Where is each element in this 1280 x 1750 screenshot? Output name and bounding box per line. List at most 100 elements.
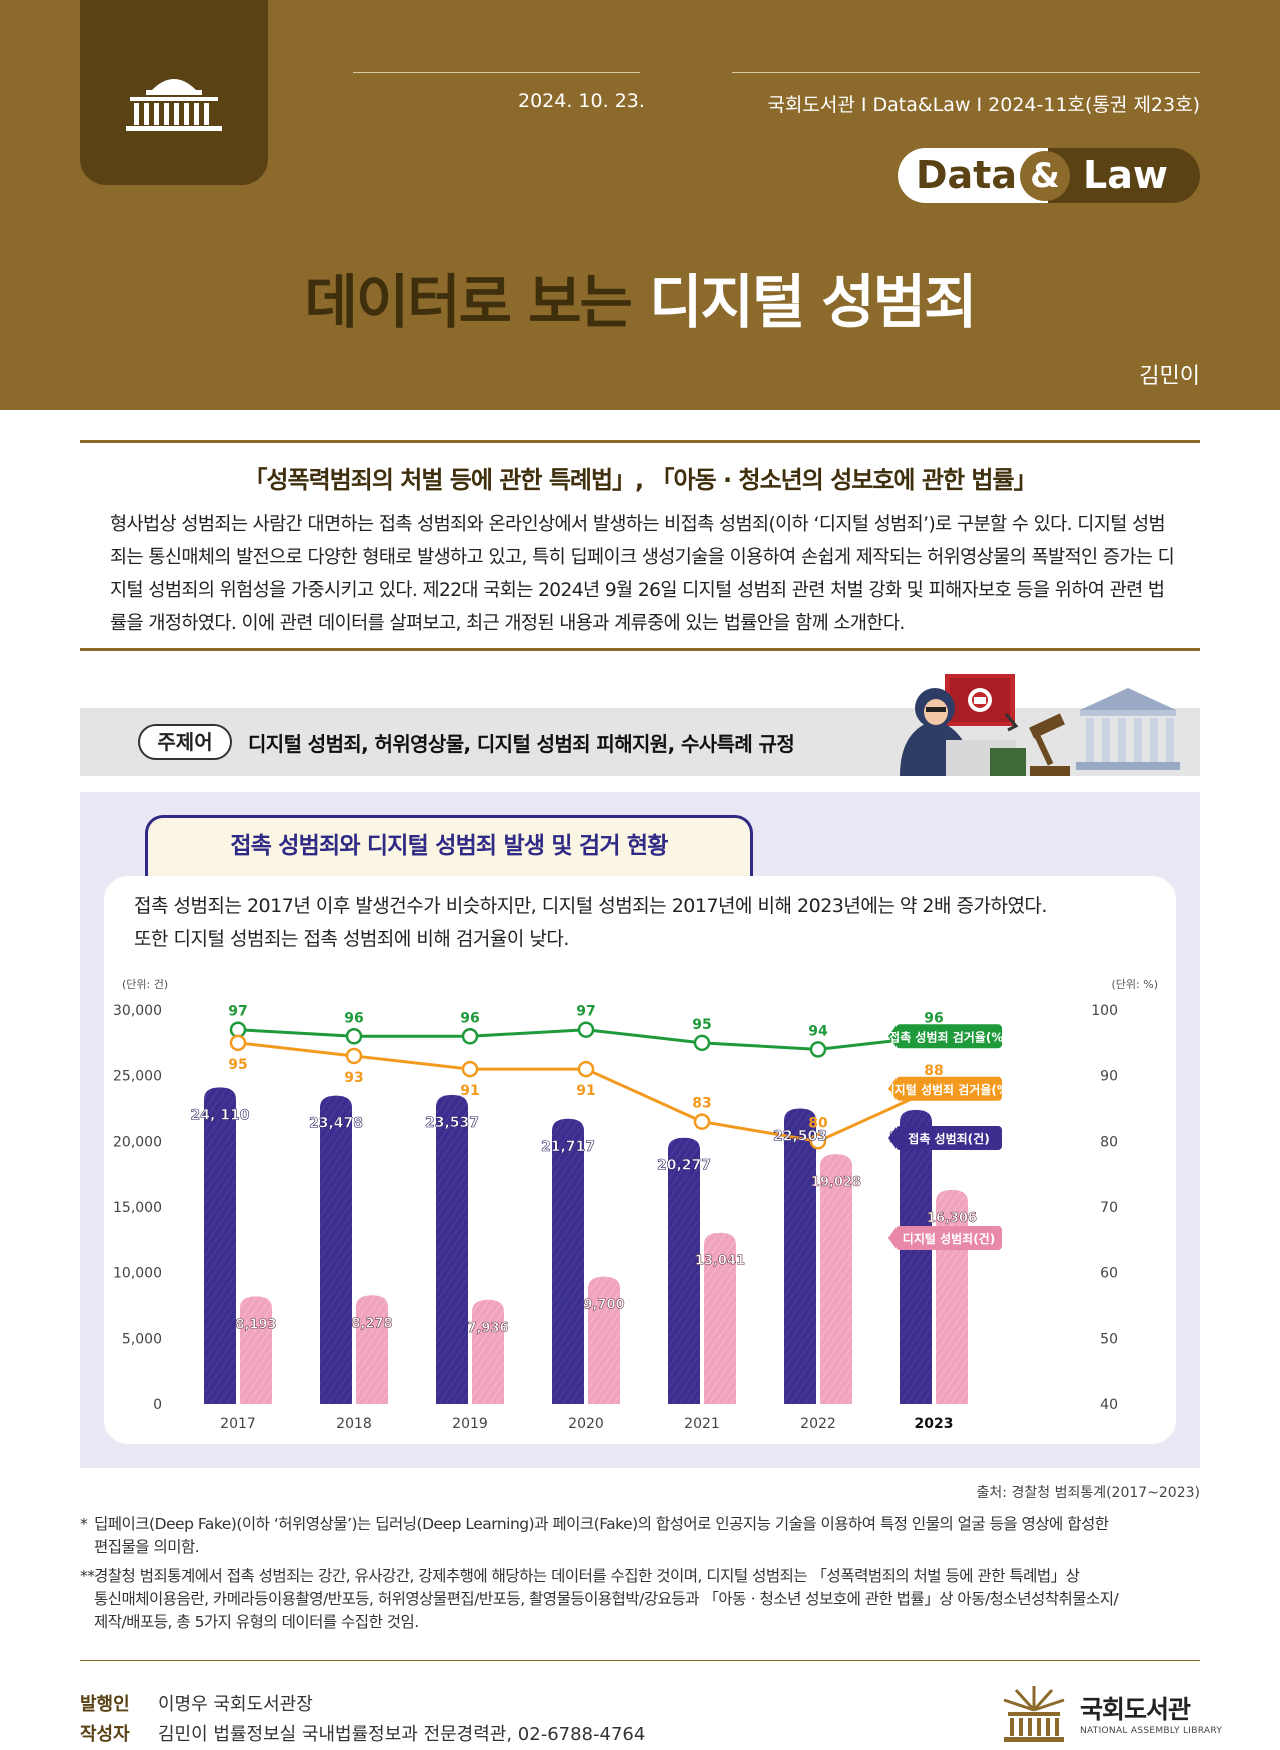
- digital-rate-label: 95: [228, 1057, 247, 1073]
- bar-digital: [240, 1296, 272, 1404]
- bar-contact-label: 24, 110: [191, 1107, 250, 1123]
- bar-digital: [704, 1232, 736, 1404]
- bar-contact-label: 22,503: [773, 1128, 827, 1144]
- x-tick: 2019: [452, 1416, 488, 1432]
- x-tick: 2020: [568, 1416, 604, 1432]
- y-left-tick: 5,000: [122, 1331, 162, 1347]
- y-right-unit: (단위: %): [1112, 978, 1158, 991]
- intro-paragraph: 형사법상 성범죄는 사람간 대면하는 접촉 성범죄와 온라인상에서 발생하는 비…: [110, 514, 1175, 634]
- keyword-text: 디지털 성범죄, 허위영상물, 디지털 성범죄 피해지원, 수사특례 규정: [248, 732, 795, 756]
- y-right-tick: 60: [1100, 1266, 1118, 1282]
- legend-text: 디지털 성범죄 검거율(%): [884, 1082, 1015, 1097]
- x-tick: 2018: [336, 1416, 372, 1432]
- bar-digital-label: 16,306: [927, 1211, 977, 1226]
- issue-date: 2024. 10. 23.: [518, 90, 645, 112]
- footnote-1: * 딥페이크(Deep Fake)(이하 ‘허위영상물’)는 딥러닝(Deep L…: [80, 1513, 1200, 1559]
- y-left-tick: 30,000: [113, 1003, 162, 1019]
- legend-arrow: [888, 1127, 896, 1149]
- writer-label: 작성자: [80, 1724, 130, 1745]
- badge-amp-text: &: [1020, 151, 1070, 201]
- footnote-mark: **: [80, 1567, 95, 1585]
- y-left-tick: 20,000: [113, 1134, 162, 1150]
- bar-digital-label: 8,278: [351, 1316, 392, 1331]
- intro-rule-top: [80, 440, 1200, 443]
- y-left-unit: (단위: 건): [122, 978, 168, 991]
- legend-box: [896, 1024, 1002, 1049]
- bar-contact: [784, 1108, 816, 1404]
- x-tick: 2021: [684, 1416, 720, 1432]
- bar-digital-label: 7,936: [467, 1321, 508, 1336]
- point-contact-rate: [461, 1028, 479, 1045]
- publisher-row: 발행인 이명우 국회도서관장: [80, 1690, 313, 1716]
- chart-description-line: 접촉 성범죄는 2017년 이후 발생건수가 비슷하지만, 디지털 성범죄는 2…: [134, 895, 1047, 917]
- legend-contact-count: 접촉 성범죄(건): [888, 1126, 1002, 1150]
- point-digital-rate: [229, 1034, 247, 1052]
- bar-contact: [552, 1118, 584, 1404]
- legend-arrow: [888, 1227, 896, 1249]
- bar-digital-label: 19,028: [811, 1175, 861, 1190]
- bar-digital: [356, 1295, 388, 1404]
- footnote-text: 딥페이크(Deep Fake)(이하 ‘허위영상물’)는 딥러닝(Deep Le…: [94, 1515, 1109, 1533]
- bar-contact: [204, 1087, 236, 1404]
- library-name-kr: 국회도서관: [1080, 1695, 1191, 1724]
- data-law-badge: Data & Law: [898, 148, 1200, 203]
- footnote-text: 편집물을 의미함.: [94, 1538, 200, 1556]
- contact-rate-label: 96: [344, 1010, 363, 1026]
- header-banner: 2024. 10. 23. 국회도서관 I Data&Law I 2024-11…: [0, 0, 1280, 410]
- title-prefix: 데이터로 보는: [304, 268, 633, 336]
- y-right-tick: 100: [1091, 1003, 1118, 1019]
- point-digital-rate: [809, 1133, 827, 1150]
- bar-contact-label: 20,277: [657, 1158, 711, 1174]
- author-name: 김민이: [1139, 364, 1200, 389]
- footnote-2: **경찰청 범죄통계에서 접촉 성범죄는 강간, 유사강간, 강제추행에 해당하…: [80, 1565, 1200, 1634]
- x-tick: 2023: [915, 1416, 954, 1432]
- legend-contact-rate: 접촉 성범죄 검거율(%): [888, 1024, 1009, 1049]
- footnote-text: 제작/배포등, 총 5가지 유형의 데이터를 수집한 것임.: [94, 1613, 419, 1631]
- contact-rate-label: 96: [924, 1010, 943, 1026]
- keyword-label: 주제어: [138, 724, 232, 760]
- legend-box: [896, 1076, 1002, 1101]
- footnote-mark: *: [80, 1515, 88, 1533]
- bar-digital: [820, 1154, 852, 1404]
- bar-contact-label: 21,717: [541, 1139, 595, 1155]
- legend-digital-rate: 디지털 성범죄 검거율(%): [884, 1076, 1015, 1101]
- bar-digital-label: 13,041: [695, 1254, 745, 1269]
- point-contact-rate: [809, 1041, 827, 1058]
- legend-box: [896, 1226, 1002, 1250]
- bar-contact-label: 23,478: [309, 1116, 363, 1132]
- y-left-tick: 10,000: [113, 1266, 162, 1282]
- digital-crime-illustration: [900, 674, 1180, 776]
- digital-rate-label: 80: [808, 1115, 828, 1131]
- point-digital-rate: [577, 1060, 595, 1078]
- y-right-tick: 50: [1100, 1331, 1118, 1347]
- digital-rate-label: 83: [692, 1096, 711, 1112]
- writer-row: 작성자 김민이 법률정보실 국내법률정보과 전문경력관, 02-6788-4764: [80, 1720, 645, 1746]
- footnote-text: 경찰청 범죄통계에서 접촉 성범죄는 강간, 유사강간, 강제추행에 해당하는 …: [94, 1567, 1080, 1585]
- bar-digital: [588, 1276, 620, 1404]
- contact-rate-label: 97: [228, 1004, 247, 1020]
- header-divider: [732, 72, 1200, 73]
- x-tick: 2017: [220, 1416, 256, 1432]
- header-divider: [353, 72, 640, 73]
- intro-rule-bottom: [80, 648, 1200, 651]
- data-source: 출처: 경찰청 범죄통계(2017~2023): [976, 1485, 1200, 1501]
- y-right-tick: 90: [1100, 1069, 1118, 1085]
- title-main: 디지털 성범죄: [649, 268, 977, 336]
- point-digital-rate: [345, 1047, 363, 1065]
- assembly-logo-tab: [80, 0, 268, 185]
- badge-law-text: Law: [1083, 153, 1168, 197]
- page-title: 데이터로 보는 디지털 성범죄: [0, 255, 1280, 339]
- y-right-tick: 80: [1100, 1134, 1118, 1150]
- digital-rate-label: 91: [460, 1083, 479, 1099]
- point-contact-rate: [345, 1028, 363, 1045]
- point-digital-rate: [693, 1113, 711, 1130]
- legend-text: 디지털 성범죄(건): [903, 1231, 995, 1246]
- legend-text: 접촉 성범죄(건): [908, 1131, 989, 1146]
- point-contact-rate: [577, 1021, 595, 1038]
- crime-chart: 30,000 100 25,000 90 20,000 80 15,000 70 10,000 6…: [113, 978, 1158, 1432]
- legend-arrow: [888, 1077, 896, 1100]
- law-title: 「성폭력범죄의 처벌 등에 관한 특례법」, 「아동 · 청소년의 성보호에 관…: [243, 466, 1037, 494]
- footer-rule: [80, 1660, 1200, 1661]
- chart-description: 접촉 성범죄는 2017년 이후 발생건수가 비슷하지만, 디지털 성범죄는 2…: [134, 890, 1154, 956]
- publisher-label: 발행인: [80, 1694, 130, 1715]
